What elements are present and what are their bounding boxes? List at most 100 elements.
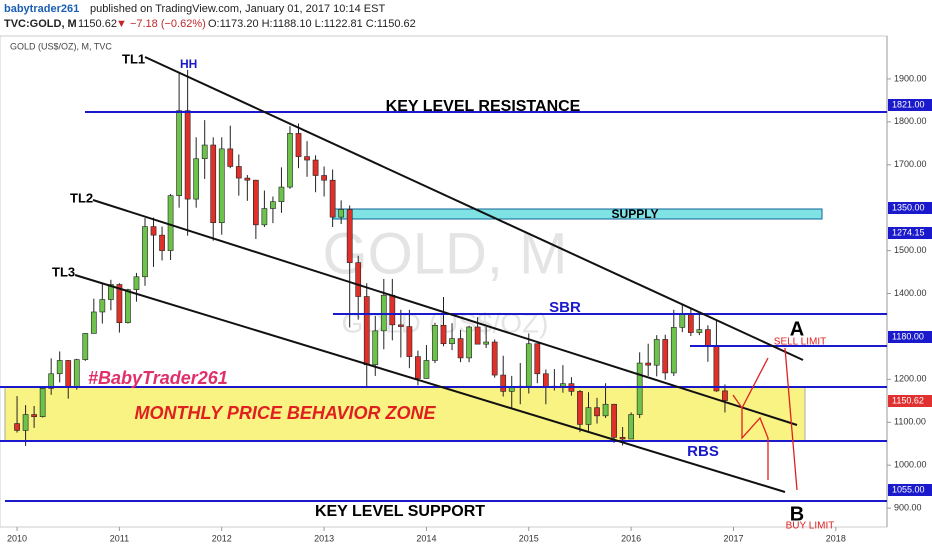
candle-body — [253, 179, 259, 226]
y-tick-label: 1500.00 — [894, 245, 927, 255]
candle-body — [474, 326, 481, 345]
price-tag-bg — [888, 99, 932, 111]
candle-body — [99, 299, 106, 313]
tl1 — [144, 56, 804, 361]
candle-body — [167, 195, 174, 251]
candle-body — [594, 407, 600, 417]
price-tag: 1350.00 — [892, 202, 925, 212]
buy-label: BUY LIMIT — [786, 521, 835, 532]
candle-body — [363, 296, 370, 366]
candle-body — [432, 324, 438, 361]
candle-body — [713, 346, 720, 392]
candle-body — [542, 373, 549, 387]
candle-body — [193, 158, 200, 200]
price-tag-bg — [888, 395, 932, 407]
candle-body — [560, 383, 566, 387]
arrows — [732, 347, 798, 491]
candle-body — [48, 373, 55, 389]
y-tick-label: 1200.00 — [894, 374, 927, 384]
candle-body — [645, 362, 652, 366]
candle-body — [312, 159, 319, 176]
y-tick-label: 1000.00 — [894, 460, 927, 470]
candle-body — [31, 414, 37, 417]
y-tick-label: 1900.00 — [894, 73, 927, 83]
candle-body — [56, 360, 63, 375]
candle-body — [184, 110, 191, 200]
author: babytrader261 — [4, 3, 79, 15]
handle-label: #BabyTrader261 — [88, 368, 228, 388]
candle-body — [261, 208, 268, 226]
published: published on TradingView.com, January 01… — [90, 3, 385, 15]
y-tick-label: 1400.00 — [894, 288, 927, 298]
candle-body — [125, 289, 131, 324]
resistance-label: KEY LEVEL RESISTANCE — [386, 98, 581, 115]
candle-body — [287, 133, 293, 188]
candle-body — [722, 390, 728, 401]
price-tag: 1055.00 — [892, 484, 925, 494]
candle-body — [39, 388, 46, 417]
ohlc: O:1173.20 H:1188.10 L:1122.81 C:1150.62 — [208, 18, 416, 30]
x-tick-label: 2013 — [314, 533, 334, 543]
x-tick-label: 2016 — [621, 533, 641, 543]
candle-body — [389, 294, 396, 326]
supply-label: SUPPLY — [612, 207, 659, 221]
candle-body — [321, 175, 327, 181]
candle-body — [696, 329, 703, 333]
candle-body — [304, 156, 310, 161]
price-tag: 1274.15 — [892, 227, 925, 237]
behavior-zone — [4, 386, 806, 442]
candle-body — [346, 209, 353, 263]
last: 1150.62 — [78, 18, 117, 30]
candle-body — [227, 148, 234, 167]
change: ▼ −7.18 (−0.62%) — [116, 18, 206, 30]
candle-body — [278, 186, 285, 202]
tl2-label: TL2 — [70, 190, 93, 205]
candle-body — [440, 324, 447, 345]
tl3-label: TL3 — [52, 264, 75, 279]
supply-zone — [332, 208, 823, 220]
tl3 — [74, 274, 786, 493]
candle-body — [679, 314, 686, 328]
y-tick-label: 1100.00 — [894, 417, 926, 427]
candle-body — [14, 423, 20, 431]
arrow — [741, 408, 769, 480]
price-tag: 1150.62 — [892, 395, 924, 405]
candle-body — [218, 148, 225, 224]
x-tick-label: 2017 — [723, 533, 743, 543]
candle-body — [150, 226, 157, 236]
candle-body — [406, 326, 413, 357]
tl2 — [92, 199, 798, 426]
rbs-label: RBS — [687, 443, 719, 460]
candle-body — [372, 330, 379, 366]
x-tick-label: 2018 — [826, 533, 846, 543]
plot-area — [0, 35, 888, 528]
candle-body — [82, 333, 89, 360]
candle-body — [142, 226, 148, 278]
price-tag-bg — [888, 227, 932, 239]
tl1-label: TL1 — [122, 51, 145, 66]
candle-body — [338, 209, 345, 218]
candle-body — [397, 324, 404, 327]
candle-body — [705, 329, 711, 347]
candle-body — [235, 166, 242, 179]
x-tick-label: 2011 — [110, 533, 129, 543]
y-tick-label: 900.00 — [894, 502, 922, 512]
candle-body — [270, 201, 276, 209]
support-label: KEY LEVEL SUPPORT — [315, 503, 485, 520]
candle-body — [210, 144, 217, 224]
price-tag: 1821.00 — [892, 99, 925, 109]
candle-body — [670, 327, 677, 374]
candle-body — [116, 284, 123, 324]
candle-body — [108, 284, 114, 300]
candle-body — [22, 414, 29, 431]
candle-body — [90, 311, 97, 334]
symbol-label: GOLD (US$/OZ), M, TVC — [10, 41, 112, 51]
candle-body — [636, 362, 643, 415]
sbr-label: SBR — [549, 299, 581, 316]
candle-body — [65, 360, 72, 388]
candle-body — [585, 407, 592, 425]
arrow — [784, 347, 798, 491]
price-tag-bg — [888, 331, 932, 343]
candle-body — [159, 234, 165, 251]
